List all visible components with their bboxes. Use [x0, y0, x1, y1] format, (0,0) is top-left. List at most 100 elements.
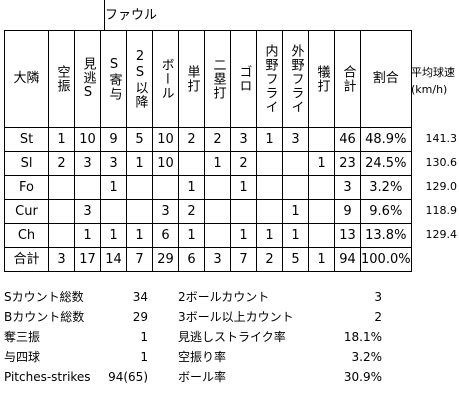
count-cell: [48, 175, 75, 200]
count-cell: 1: [308, 151, 335, 176]
avg-speed-value: [411, 247, 457, 271]
percentage-cell: 48.9%: [360, 127, 412, 152]
pitch-type-cell: Sl: [4, 151, 49, 176]
pitch-type-cell: 合計: [4, 247, 49, 272]
count-cell: 10: [152, 127, 179, 152]
count-cell: 1: [74, 223, 101, 248]
summary-label: Sカウント総数: [4, 290, 84, 304]
count-cell: 1: [48, 127, 75, 152]
header-sacrifice: 犠打: [308, 30, 335, 128]
summary-row: 奪三振 1 見逃しストライク率 18.1%: [4, 327, 459, 347]
count-cell: 2: [178, 199, 205, 224]
count-cell: [126, 175, 153, 200]
header-strike-contribution: S寄与: [100, 30, 127, 128]
header-row: 大隣 空振 見逃S S寄与 2S以降 ボール 単打 二塁打 ゴロ 内野フライ 外…: [4, 30, 412, 128]
summary-row: Pitches-strikes 94(65) ボール率 30.9%: [4, 367, 459, 387]
table-row: St 1 10 9 5 10 2 2 3 1 3 46 48.9%: [4, 127, 412, 152]
table-row: Cur 3 3 2 1 9 9.6%: [4, 199, 412, 224]
header-single: 単打: [178, 30, 205, 128]
count-cell: 1: [282, 223, 309, 248]
count-cell: 29: [152, 247, 179, 272]
count-cell: 2: [230, 151, 257, 176]
percentage-cell: 9.6%: [360, 199, 412, 224]
count-cell: 1: [256, 223, 283, 248]
summary-value: 2: [374, 310, 382, 324]
summary-value: 94(65): [108, 370, 148, 384]
count-cell: 46: [334, 127, 361, 152]
avg-speed-value: 130.6: [425, 156, 458, 169]
count-cell: 1: [126, 223, 153, 248]
summary-section: Sカウント総数 34 2ボールカウント 3 Bカウント総数 29 3ボール以上カウント 2 奪三…: [4, 287, 459, 387]
count-cell: 3: [230, 127, 257, 152]
count-cell: 3: [152, 199, 179, 224]
count-cell: [126, 199, 153, 224]
count-cell: 6: [178, 247, 205, 272]
count-cell: 7: [230, 247, 257, 272]
count-cell: 2: [178, 127, 205, 152]
summary-value: 34: [132, 290, 148, 304]
count-cell: [48, 199, 75, 224]
summary-value: 30.9%: [343, 370, 382, 384]
table-row: Sl 2 3 3 1 10 1 2 1 23 24.5%: [4, 151, 412, 176]
pitch-type-cell: Cur: [4, 199, 49, 224]
count-cell: 1: [126, 151, 153, 176]
count-cell: 94: [334, 247, 361, 272]
count-cell: 1: [308, 247, 335, 272]
count-cell: [204, 199, 231, 224]
header-outfield-fly: 外野フライ: [282, 30, 309, 128]
header-after-two-strikes: 2S以降: [126, 30, 153, 128]
summary-value: 29: [132, 310, 148, 324]
pitcher-name-header: 大隣: [4, 30, 49, 128]
pitch-stats-table: 大隣 空振 見逃S S寄与 2S以降 ボール 単打 二塁打 ゴロ 内野フライ 外…: [4, 30, 412, 272]
avg-speed-value: 129.4: [425, 228, 458, 241]
summary-label: 空振り率: [178, 350, 227, 364]
avg-speed-value: 129.0: [425, 180, 458, 193]
pitch-type-cell: Fo: [4, 175, 49, 200]
percentage-cell: 100.0%: [360, 247, 412, 272]
summary-label: 奪三振: [4, 330, 41, 344]
count-cell: 3: [100, 151, 127, 176]
foul-group-label: ファウル: [105, 8, 158, 23]
count-cell: [100, 199, 127, 224]
count-cell: 2: [204, 127, 231, 152]
count-cell: 5: [126, 127, 153, 152]
count-cell: [152, 175, 179, 200]
count-cell: 1: [256, 127, 283, 152]
count-cell: 13: [334, 223, 361, 248]
count-cell: 1: [100, 223, 127, 248]
header-grounder: ゴロ: [230, 30, 257, 128]
summary-label: 見逃しストライク率: [178, 330, 286, 344]
count-cell: [308, 175, 335, 200]
count-cell: 1: [230, 175, 257, 200]
percentage-cell: 13.8%: [360, 223, 412, 248]
count-cell: 1: [230, 223, 257, 248]
summary-label: ボール率: [178, 370, 227, 384]
summary-row: 与四球 1 空振り率 3.2%: [4, 347, 459, 367]
header-infield-fly: 内野フライ: [256, 30, 283, 128]
count-cell: 9: [100, 127, 127, 152]
header-total: 合計: [334, 30, 361, 128]
summary-value: 1: [140, 330, 148, 344]
header-ball: ボール: [152, 30, 179, 128]
count-cell: 3: [48, 247, 75, 272]
table-row: 合計 3 17 14 7 29 6 3 7 2 5 1 94 100.0%: [4, 247, 412, 272]
count-cell: [282, 175, 309, 200]
summary-label: 与四球: [4, 350, 41, 364]
count-cell: [230, 199, 257, 224]
count-cell: 1: [178, 175, 205, 200]
summary-label: Bカウント総数: [4, 310, 85, 324]
count-cell: 3: [74, 199, 101, 224]
count-cell: 6: [152, 223, 179, 248]
count-cell: [204, 223, 231, 248]
pitch-type-cell: Ch: [4, 223, 49, 248]
count-cell: [308, 223, 335, 248]
foul-bracket-line: [104, 0, 105, 30]
summary-label: 3ボール以上カウント: [178, 310, 294, 324]
count-cell: 10: [74, 127, 101, 152]
count-cell: [74, 175, 101, 200]
summary-label: 2ボールカウント: [178, 290, 270, 304]
summary-row: Bカウント総数 29 3ボール以上カウント 2: [4, 307, 459, 327]
count-cell: 1: [100, 175, 127, 200]
summary-value: 18.1%: [343, 330, 382, 344]
count-cell: 1: [282, 199, 309, 224]
